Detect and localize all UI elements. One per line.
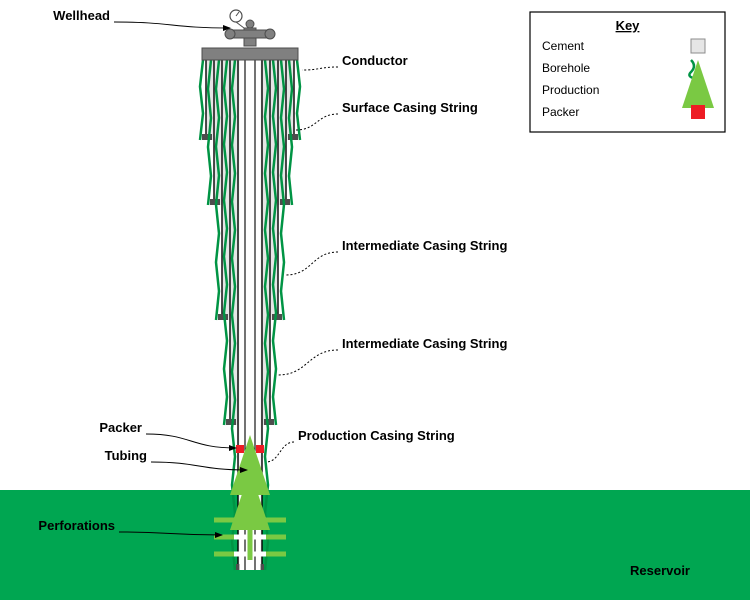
label-inter2: Intermediate Casing String [342, 336, 507, 351]
wellhead-valve-right [265, 29, 275, 39]
packer-0 [236, 445, 244, 453]
label-surface: Surface Casing String [342, 100, 478, 115]
conductor-borehole-left [200, 60, 203, 140]
wellhead-cross [230, 30, 270, 38]
cap-plate [202, 48, 298, 60]
label-conductor: Conductor [342, 53, 408, 68]
leader-wellhead [114, 22, 230, 28]
reservoir [0, 490, 750, 600]
leader-inter1 [286, 252, 338, 275]
legend-item-0: Cement [542, 39, 585, 53]
wellhead-gauge-needle [236, 12, 239, 16]
wellhead-valve-left [225, 29, 235, 39]
conductor-borehole-right [297, 60, 300, 140]
label-wellhead: Wellhead [53, 8, 110, 23]
legend-item-1: Borehole [542, 61, 590, 75]
legend-title: Key [616, 18, 641, 33]
legend-item-3: Packer [542, 105, 579, 119]
intermediate-casing-2-shoe-left [226, 419, 236, 425]
label-perfs: Perforations [38, 518, 115, 533]
legend-item-2: Production [542, 83, 599, 97]
leader-surface [296, 114, 338, 130]
label-tubing: Tubing [105, 448, 147, 463]
leader-prodcase [266, 442, 294, 462]
legend-swatch-0 [691, 39, 705, 53]
wellhead-gauge-stem [236, 22, 244, 28]
label-reservoir: Reservoir [630, 563, 690, 578]
legend-swatch-3 [691, 105, 705, 119]
leader-inter2 [278, 350, 338, 375]
leader-packer [146, 434, 236, 448]
wellhead-top [246, 20, 254, 28]
packer-1 [256, 445, 264, 453]
label-prodcase: Production Casing String [298, 428, 455, 443]
label-inter1: Intermediate Casing String [342, 238, 507, 253]
leader-conductor [302, 67, 338, 70]
intermediate-casing-2-shoe-right [264, 419, 274, 425]
label-packer: Packer [99, 420, 142, 435]
